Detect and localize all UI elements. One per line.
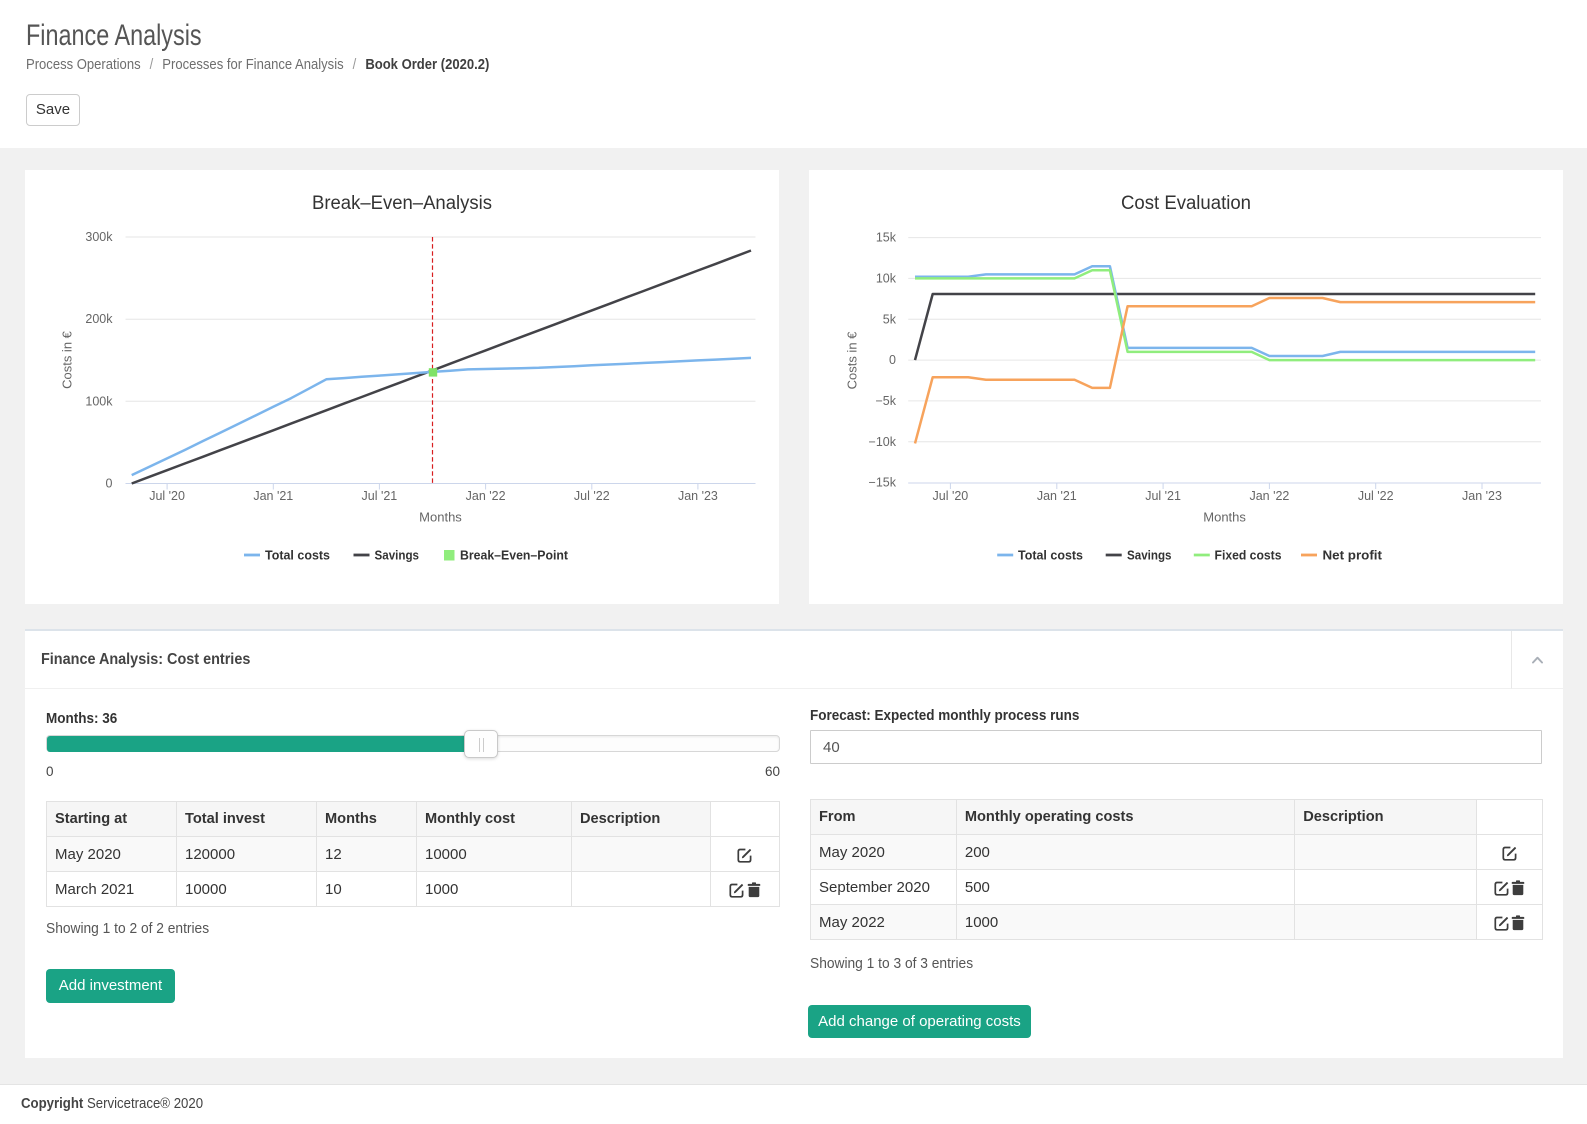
svg-text:Jan '22: Jan '22	[466, 489, 506, 503]
svg-text:Costs in €: Costs in €	[60, 330, 75, 389]
svg-text:10k: 10k	[876, 271, 897, 285]
svg-text:Jul '21: Jul '21	[362, 489, 398, 503]
svg-text:Jul '20: Jul '20	[933, 489, 969, 503]
svg-text:Months: Months	[419, 510, 462, 525]
svg-text:Savings: Savings	[1127, 548, 1172, 563]
svg-text:15k: 15k	[876, 231, 897, 245]
svg-text:Total costs: Total costs	[265, 548, 330, 563]
svg-text:Fixed costs: Fixed costs	[1215, 548, 1282, 563]
svg-text:0: 0	[106, 477, 113, 491]
svg-text:Jan '23: Jan '23	[1462, 489, 1502, 503]
svg-text:300k: 300k	[85, 230, 113, 244]
svg-text:Costs in €: Costs in €	[845, 331, 860, 390]
svg-text:Jan '21: Jan '21	[1037, 489, 1077, 503]
svg-text:Net profit: Net profit	[1323, 548, 1383, 563]
svg-text:Jul '22: Jul '22	[574, 489, 610, 503]
svg-text:Jan '23: Jan '23	[678, 489, 718, 503]
svg-text:−5k: −5k	[875, 394, 896, 408]
svg-text:−10k: −10k	[869, 435, 897, 449]
svg-text:Cost Evaluation: Cost Evaluation	[1121, 193, 1251, 214]
svg-text:Savings: Savings	[375, 548, 420, 563]
svg-text:−15k: −15k	[869, 476, 897, 490]
svg-text:100k: 100k	[85, 394, 113, 408]
svg-text:200k: 200k	[85, 312, 113, 326]
svg-text:Break–Even–Analysis: Break–Even–Analysis	[312, 193, 492, 214]
svg-text:Jul '21: Jul '21	[1145, 489, 1181, 503]
svg-text:0: 0	[889, 353, 896, 367]
svg-text:Jan '21: Jan '21	[253, 489, 293, 503]
svg-text:Months: Months	[1203, 510, 1246, 525]
svg-text:5k: 5k	[883, 312, 897, 326]
svg-text:Total costs: Total costs	[1018, 548, 1083, 563]
svg-text:Break–Even–Point: Break–Even–Point	[460, 548, 569, 563]
svg-text:Jul '20: Jul '20	[149, 489, 185, 503]
svg-text:Jan '22: Jan '22	[1249, 489, 1289, 503]
svg-text:Jul '22: Jul '22	[1358, 489, 1394, 503]
